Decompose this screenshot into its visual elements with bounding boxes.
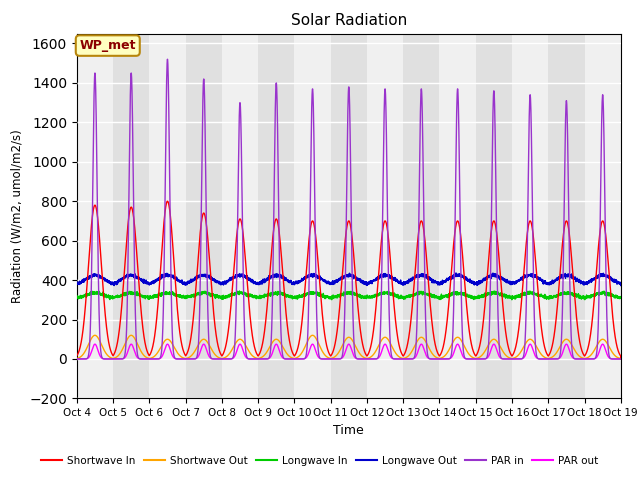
Bar [149, 34, 186, 398]
Bar [186, 34, 222, 398]
Legend: Shortwave In, Shortwave Out, Longwave In, Longwave Out, PAR in, PAR out: Shortwave In, Shortwave Out, Longwave In… [37, 452, 603, 470]
Bar [222, 34, 258, 398]
Bar [258, 34, 294, 398]
Bar [367, 34, 403, 398]
Bar [548, 34, 584, 398]
Title: Solar Radiation: Solar Radiation [291, 13, 407, 28]
Bar [440, 34, 476, 398]
Text: WP_met: WP_met [79, 39, 136, 52]
Bar [584, 34, 621, 398]
Bar [77, 34, 113, 398]
Y-axis label: Radiation (W/m2, umol/m2/s): Radiation (W/m2, umol/m2/s) [11, 129, 24, 303]
Bar [331, 34, 367, 398]
Bar [403, 34, 440, 398]
X-axis label: Time: Time [333, 424, 364, 437]
Bar [476, 34, 512, 398]
Bar [512, 34, 548, 398]
Bar [113, 34, 149, 398]
Bar [294, 34, 331, 398]
